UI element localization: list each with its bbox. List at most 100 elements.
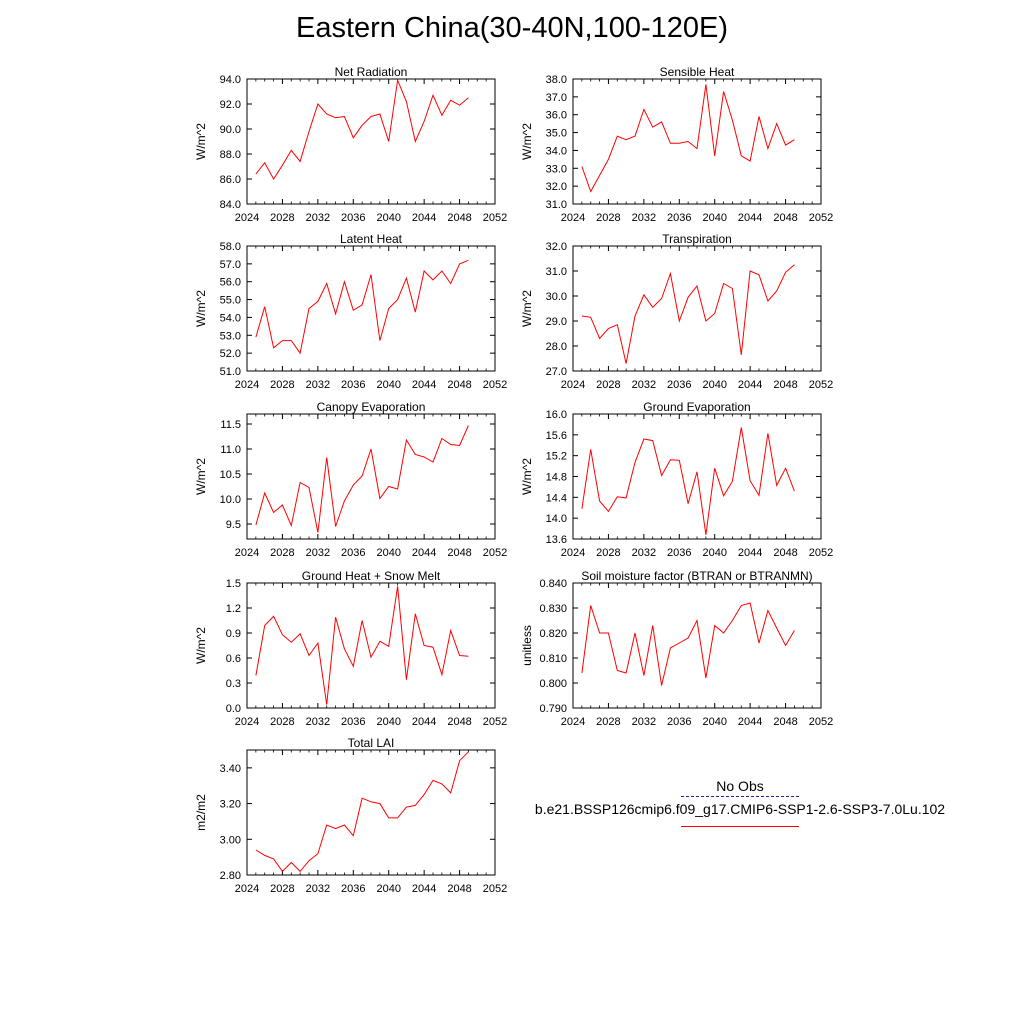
y-tick-label: 51.0: [220, 366, 241, 378]
x-tick-label: 2044: [738, 379, 762, 391]
y-tick-label: 10.0: [220, 494, 241, 506]
panel-4: Canopy Evaporation W/m^2 2024 2028 2032 2036 2…: [194, 400, 507, 559]
x-tick-label: 2048: [773, 379, 797, 391]
x-tick-label: 2044: [412, 716, 436, 728]
x-tick-label: 2048: [773, 716, 797, 728]
y-tick-label: 86.0: [220, 174, 241, 186]
x-tick-label: 2032: [306, 547, 330, 559]
x-tick-label: 2036: [341, 212, 365, 224]
figure-title: Eastern China(30-40N,100-120E): [295, 12, 729, 44]
x-tick-label: 2028: [270, 212, 294, 224]
x-tick-label: 2024: [235, 883, 259, 895]
y-tick-label: 11.5: [220, 419, 241, 431]
panel-8: Total LAI m2/m2 2024 2028 2032 2036 2040 2044 20…: [194, 736, 507, 895]
y-tick-label: 27.0: [546, 366, 567, 378]
y-tick-label: 9.5: [226, 519, 241, 531]
panel-7: Soil moisture factor (BTRAN or BTRANMN) u…: [520, 569, 833, 728]
x-tick-label: 2048: [773, 547, 797, 559]
x-tick-label: 2036: [341, 716, 365, 728]
y-axis-label: m2/m2: [194, 794, 208, 831]
x-tick-label: 2032: [306, 379, 330, 391]
series-line: [581, 264, 795, 364]
x-tick-label: 2040: [702, 547, 726, 559]
panel-title: Latent Heat: [340, 232, 403, 246]
y-tick-label: 11.0: [220, 444, 241, 456]
x-tick-label: 2036: [667, 212, 691, 224]
y-tick-label: 84.0: [220, 199, 241, 211]
y-tick-label: 33.0: [546, 163, 567, 175]
y-axis-label: W/m^2: [194, 627, 208, 664]
y-tick-label: 92.0: [220, 99, 241, 111]
y-tick-label: 1.5: [226, 578, 241, 590]
x-tick-label: 2048: [447, 379, 471, 391]
y-tick-label: 0.0: [226, 703, 241, 715]
plot-frame: [246, 78, 496, 205]
series-line: [581, 84, 795, 193]
y-tick-label: 56.0: [220, 277, 241, 289]
x-tick-label: 2024: [235, 379, 259, 391]
x-tick-label: 2040: [376, 716, 400, 728]
panel-title: Transpiration: [662, 232, 732, 246]
y-tick-label: 10.5: [220, 469, 241, 481]
x-tick-label: 2048: [447, 547, 471, 559]
y-tick-label: 58.0: [220, 241, 241, 253]
x-tick-label: 2052: [483, 212, 507, 224]
legend-run-line: [681, 826, 799, 827]
x-tick-label: 2036: [341, 883, 365, 895]
plot-frame: [246, 582, 496, 709]
y-tick-label: 15.6: [546, 430, 567, 442]
panel-title: Total LAI: [348, 736, 395, 750]
legend-obs-label: No Obs: [716, 778, 764, 794]
x-tick-label: 2024: [561, 212, 585, 224]
legend-obs-line: [681, 796, 799, 797]
x-tick-label: 2040: [376, 212, 400, 224]
y-tick-label: 29.0: [546, 316, 567, 328]
x-tick-label: 2040: [702, 716, 726, 728]
x-tick-label: 2044: [412, 547, 436, 559]
y-tick-label: 57.0: [220, 259, 241, 271]
x-tick-label: 2052: [483, 379, 507, 391]
legend-run-label: b.e21.BSSP126cmip6.f09_g17.CMIP6-SSP1-2.…: [534, 801, 946, 817]
y-tick-label: 30.0: [546, 291, 567, 303]
y-tick-label: 54.0: [220, 312, 241, 324]
y-axis-label: W/m^2: [194, 123, 208, 160]
panel-title: Ground Evaporation: [643, 400, 750, 414]
panel-title: Canopy Evaporation: [317, 400, 426, 414]
y-tick-label: 1.2: [226, 603, 241, 615]
y-tick-label: 0.840: [539, 578, 567, 590]
y-tick-label: 37.0: [546, 92, 567, 104]
x-tick-label: 2052: [483, 547, 507, 559]
y-axis-label: W/m^2: [520, 123, 534, 160]
plot-frame: [246, 413, 496, 540]
x-tick-label: 2040: [376, 547, 400, 559]
y-tick-label: 28.0: [546, 341, 567, 353]
y-tick-label: 3.00: [220, 834, 241, 846]
x-tick-label: 2032: [632, 379, 656, 391]
x-tick-label: 2036: [341, 379, 365, 391]
x-tick-label: 2052: [809, 212, 833, 224]
y-axis-label: W/m^2: [194, 458, 208, 495]
x-tick-label: 2048: [447, 883, 471, 895]
y-tick-label: 3.40: [220, 763, 241, 775]
x-tick-label: 2044: [412, 212, 436, 224]
series-line: [581, 602, 795, 686]
y-axis-label: W/m^2: [194, 290, 208, 327]
x-tick-label: 2044: [738, 212, 762, 224]
x-tick-label: 2024: [561, 716, 585, 728]
y-tick-label: 0.9: [226, 628, 241, 640]
x-tick-label: 2052: [809, 716, 833, 728]
series-line: [255, 586, 469, 705]
x-tick-label: 2052: [809, 379, 833, 391]
series-line: [255, 78, 469, 180]
y-tick-label: 31.0: [546, 199, 567, 211]
x-tick-label: 2052: [483, 883, 507, 895]
x-tick-label: 2040: [376, 883, 400, 895]
y-tick-label: 55.0: [220, 295, 241, 307]
panel-title: Soil moisture factor (BTRAN or BTRANMN): [581, 569, 812, 583]
y-tick-label: 14.8: [546, 472, 567, 484]
series-line: [255, 259, 469, 355]
x-tick-label: 2032: [632, 212, 656, 224]
y-tick-label: 38.0: [546, 74, 567, 86]
y-tick-label: 88.0: [220, 149, 241, 161]
legend: No Obs b.e21.BSSP126cmip6.f09_g17.CMIP6-…: [520, 778, 960, 827]
